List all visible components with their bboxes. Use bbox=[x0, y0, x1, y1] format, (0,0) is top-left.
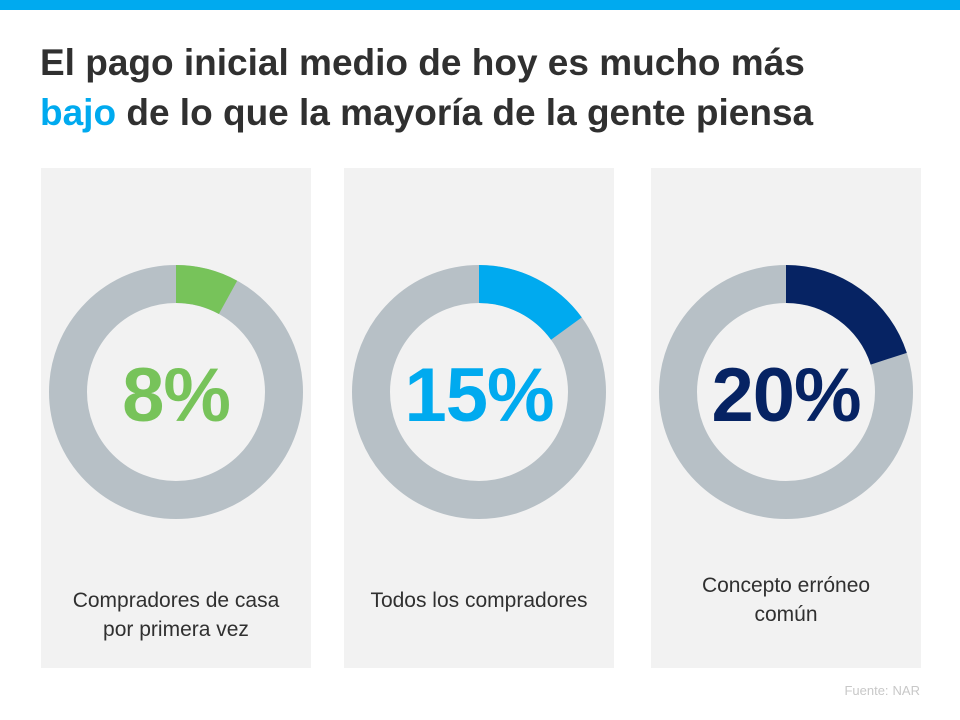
title-accent-word: bajo bbox=[40, 92, 117, 133]
donut-segment-common-misconception bbox=[659, 265, 913, 519]
donut-segment-all-buyers bbox=[352, 265, 606, 519]
donut-chart-common-misconception bbox=[659, 265, 913, 519]
source-name: NAR bbox=[892, 683, 920, 698]
donut-chart-first-time-buyers bbox=[49, 265, 303, 519]
label-line: Compradores de casa bbox=[72, 589, 280, 612]
percent-value: 8% bbox=[122, 353, 231, 438]
label-line: común bbox=[754, 603, 818, 626]
label-line: por primera vez bbox=[103, 618, 249, 641]
panel-common-misconception: 20% Concepto erróneo común bbox=[651, 168, 921, 668]
percent-value: 15% bbox=[404, 353, 554, 438]
panel-label: Todos los compradores bbox=[344, 586, 614, 615]
source-prefix: Fuente: bbox=[844, 683, 889, 698]
donut-chart-all-buyers bbox=[352, 265, 606, 519]
top-accent-bar bbox=[0, 0, 960, 10]
panel-label: Concepto erróneo común bbox=[651, 571, 921, 629]
source-credit: Fuente: NAR bbox=[844, 683, 920, 698]
label-line: Todos los compradores bbox=[370, 589, 588, 612]
page-title: El pago inicial medio de hoy es mucho má… bbox=[40, 38, 920, 138]
panel-all-buyers: 15% Todos los compradores bbox=[344, 168, 614, 668]
label-line: Concepto erróneo bbox=[701, 574, 871, 597]
panel-first-time-buyers: 8% Compradores de casa por primera vez bbox=[41, 168, 311, 668]
donut-segment-first-time-buyers bbox=[49, 265, 303, 519]
title-line-2: de lo que la mayoría de la gente piensa bbox=[126, 92, 814, 133]
percent-value: 20% bbox=[711, 353, 861, 438]
panel-label: Compradores de casa por primera vez bbox=[41, 586, 311, 644]
title-line-1: El pago inicial medio de hoy es mucho má… bbox=[40, 42, 805, 83]
